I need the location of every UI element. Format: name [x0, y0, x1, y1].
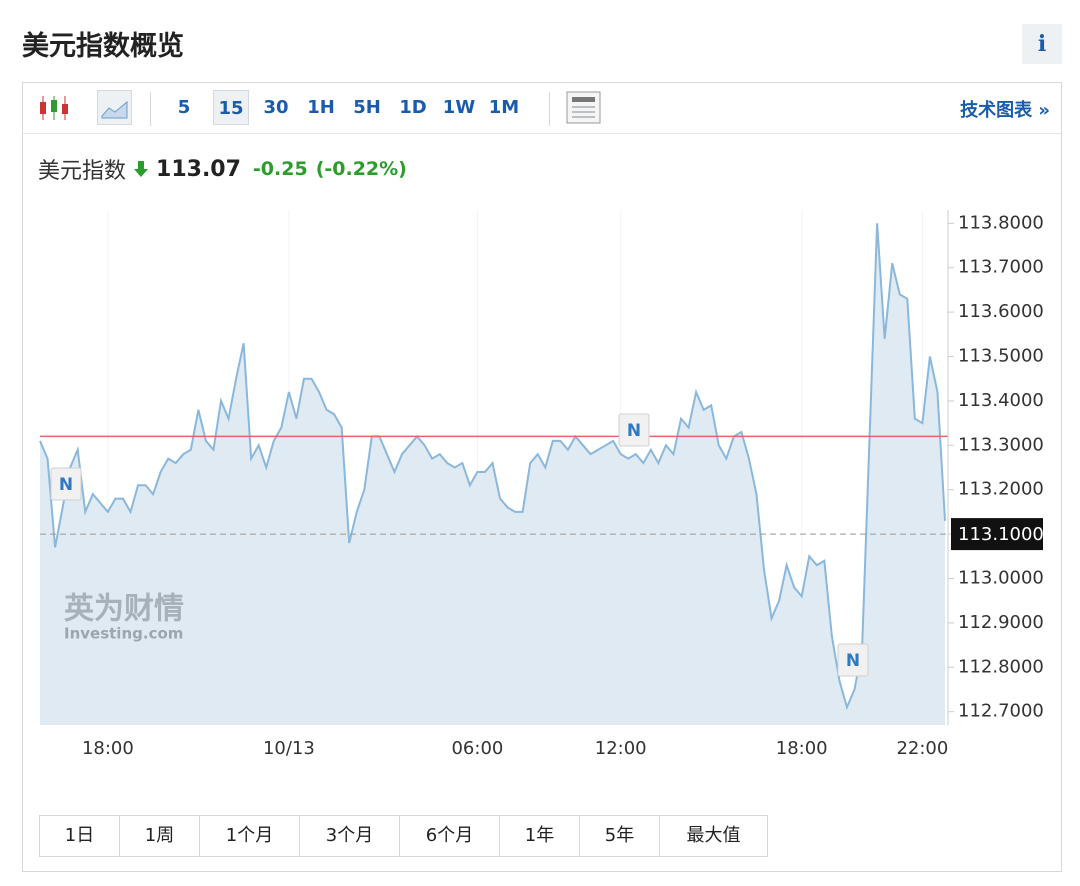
annotation-box — [50, 467, 82, 501]
interval-button[interactable]: 5H — [353, 97, 381, 118]
y-tick-label: 113.3000 — [958, 434, 1044, 455]
toolbar-divider — [23, 133, 1061, 134]
page-title: 美元指数概览 — [22, 31, 184, 62]
candle-icon[interactable] — [38, 94, 70, 122]
x-tick-label: 06:00 — [451, 738, 503, 759]
technical-chart-link[interactable]: 技术图表 » — [960, 100, 1050, 121]
range-button[interactable]: 3个月 — [299, 816, 399, 856]
interval-button[interactable]: 1W — [442, 97, 476, 118]
interval-button[interactable]: 30 — [263, 97, 289, 118]
table-icon[interactable] — [566, 91, 601, 124]
y-tick-label: 113.0000 — [958, 567, 1044, 588]
y-tick-label: 113.8000 — [958, 212, 1044, 233]
annotation: N — [59, 475, 73, 495]
x-tick-label: 10/13 — [263, 738, 315, 759]
watermark-en: Investing.com — [64, 625, 183, 643]
info-button[interactable]: i — [1022, 24, 1062, 64]
range-button[interactable]: 1年 — [499, 816, 579, 856]
down-arrow — [134, 161, 149, 177]
x-tick-label: 12:00 — [595, 738, 647, 759]
x-tick-label: 18:00 — [776, 738, 828, 759]
interval-button[interactable]: 15 — [213, 90, 249, 125]
quote-change-percent: (-0.22%) — [315, 158, 407, 180]
annotation-box — [618, 413, 650, 447]
y-tick-label: 112.7000 — [958, 701, 1044, 722]
interval-button[interactable]: 1M — [488, 97, 520, 118]
annotation: N — [627, 421, 641, 441]
y-tick-label: 113.5000 — [958, 346, 1044, 367]
area-icon[interactable] — [97, 90, 132, 125]
y-tick-label: 113.7000 — [958, 257, 1044, 278]
range-button[interactable]: 最大值 — [659, 816, 767, 856]
y-tick-label: 113.4000 — [958, 390, 1044, 411]
x-tick-label: 22:00 — [896, 738, 948, 759]
area — [40, 223, 945, 725]
range-button[interactable]: 1周 — [119, 816, 199, 856]
annotation-box — [837, 643, 869, 677]
y-tick-label: 112.9000 — [958, 612, 1044, 633]
range-button[interactable]: 5年 — [579, 816, 659, 856]
range-button[interactable]: 6个月 — [399, 816, 499, 856]
separator — [150, 92, 151, 126]
current-value-box — [951, 518, 1043, 551]
separator — [549, 92, 550, 126]
quote-price: 113.07 — [156, 156, 241, 182]
line — [39, 223, 946, 711]
annotation: N — [846, 651, 860, 671]
current-value-label: 113.1000 — [958, 524, 1044, 545]
interval-button[interactable]: 5 — [177, 97, 191, 118]
y-tick-label: 113.6000 — [958, 301, 1044, 322]
y-tick-label: 112.8000 — [958, 656, 1044, 677]
quote: 美元指数 113.07 -0.25 (-0.22%) — [38, 153, 407, 185]
range-button[interactable]: 1日 — [64, 825, 95, 846]
range-button[interactable]: 1个月 — [199, 816, 299, 856]
quote-name: 美元指数 — [38, 159, 127, 184]
y-tick-label: 113.2000 — [958, 479, 1044, 500]
x-tick-label: 18:00 — [82, 738, 134, 759]
panel — [22, 82, 1062, 872]
watermark-cn: 英为财情 — [64, 592, 184, 627]
interval-button[interactable]: 1H — [307, 97, 335, 118]
interval-button[interactable]: 1D — [399, 97, 427, 118]
quote-change: -0.25 — [252, 158, 308, 180]
range-bar: 1日 1周 1个月 3个月 6个月 1年 5年 最大值 — [39, 815, 768, 857]
